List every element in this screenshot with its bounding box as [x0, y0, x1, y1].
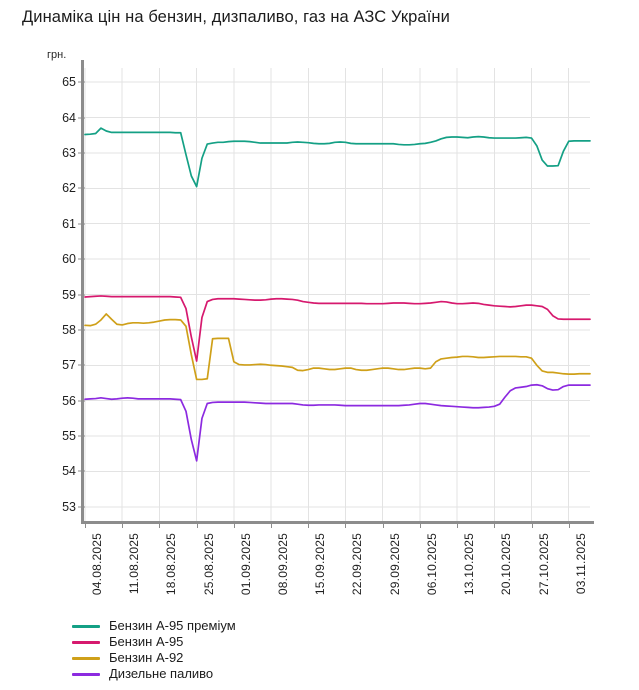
legend-color-swatch [72, 656, 100, 660]
x-axis-tick-mark [345, 521, 347, 528]
x-axis-tick-label: 18.08.2025 [164, 533, 179, 596]
legend-color-swatch [72, 624, 100, 628]
x-axis-tick-label: 29.09.2025 [387, 533, 402, 596]
legend-color-swatch [72, 640, 100, 644]
y-axis-tick-mark [78, 258, 85, 260]
series-line [84, 127, 591, 188]
x-axis-tick-label: 27.10.2025 [536, 533, 551, 596]
y-axis-tick-label: 56 [62, 393, 76, 408]
legend-item-label: Дизельне паливо [109, 666, 214, 681]
y-axis-tick-label: 62 [62, 181, 76, 196]
x-axis-tick-mark [233, 521, 235, 528]
y-axis-tick-label: 60 [62, 252, 76, 267]
x-axis-tick-label: 13.10.2025 [462, 533, 477, 596]
x-axis-tick-label: 22.09.2025 [350, 533, 365, 596]
y-axis-tick-mark [78, 329, 85, 331]
legend-item[interactable]: Бензин А-95 преміум [72, 618, 492, 634]
y-axis-tick-label: 58 [62, 322, 76, 337]
x-axis-tick-mark [419, 521, 421, 528]
y-axis-tick-mark [78, 506, 85, 508]
x-axis-tick-label: 15.09.2025 [313, 533, 328, 596]
y-axis-tick-label: 53 [62, 499, 76, 514]
x-axis-tick-label: 25.08.2025 [201, 533, 216, 596]
x-axis-tick-label: 01.09.2025 [238, 533, 253, 596]
legend-item[interactable]: Бензин А-92 [72, 650, 492, 666]
y-axis-tick-label: 61 [62, 216, 76, 231]
y-axis-tick-label: 54 [62, 464, 76, 479]
y-axis-tick-mark [78, 294, 85, 295]
y-axis-unit-label: грн. [47, 49, 67, 61]
y-axis-tick-labels: 53 54 55 56 57 58 59 60 61 62 63 64 65 [48, 0, 76, 690]
legend-item[interactable]: Бензин А-95 [72, 634, 492, 650]
legend-item-label: Бензин А-95 преміум [109, 618, 236, 633]
legend-item-label: Бензин А-95 [109, 634, 184, 649]
series-line [84, 295, 591, 362]
x-axis-tick-label: 06.10.2025 [424, 533, 439, 596]
x-axis-tick-mark [308, 521, 310, 528]
x-axis-tick-mark [568, 521, 570, 528]
y-axis-line [81, 60, 84, 524]
series-line [84, 313, 591, 381]
series-layer [84, 127, 591, 462]
x-axis-tick-mark [196, 521, 198, 528]
y-axis-tick-label: 57 [62, 358, 76, 373]
x-axis-tick-mark [159, 521, 161, 528]
x-axis-tick-label: 20.10.2025 [499, 533, 514, 596]
x-axis-tick-label: 03.11.2025 [573, 533, 588, 595]
y-axis-tick-mark [78, 470, 85, 472]
page-title: Динаміка цін на бензин, дизпаливо, газ н… [22, 8, 450, 26]
legend-item[interactable]: Дизельне паливо [72, 666, 492, 682]
series-line [84, 383, 591, 462]
y-axis-tick-mark [78, 81, 85, 83]
y-axis-tick-label: 64 [62, 110, 76, 125]
legend-item-label: Бензин А-92 [109, 650, 184, 665]
x-axis-tick-mark [457, 521, 459, 528]
x-axis-tick-mark [382, 521, 384, 528]
y-axis-tick-mark [78, 152, 85, 154]
x-axis-line [81, 521, 594, 524]
y-axis-tick-mark [78, 117, 85, 119]
y-axis-tick-mark [78, 435, 85, 437]
y-axis-tick-label: 55 [62, 429, 76, 444]
plot-svg [84, 68, 591, 521]
x-axis-tick-mark [271, 521, 273, 528]
x-axis-tick-label: 11.08.2025 [127, 533, 142, 595]
y-axis-tick-mark [78, 187, 85, 189]
x-axis-tick-label: 04.08.2025 [90, 533, 104, 596]
legend-color-swatch [72, 672, 100, 676]
x-axis-tick-label: 08.09.2025 [276, 533, 291, 596]
x-axis-tick-mark [85, 521, 86, 528]
y-axis-tick-label: 65 [62, 75, 76, 90]
x-axis-tick-mark [531, 521, 533, 528]
y-axis-tick-label: 59 [62, 287, 76, 302]
chart-legend: Бензин А-95 преміум Бензин А-95 Бензин А-9… [72, 618, 492, 682]
y-axis-tick-mark [78, 223, 85, 225]
y-axis-tick-mark [78, 400, 85, 402]
plot-area [84, 68, 591, 521]
x-axis-tick-mark [122, 521, 124, 528]
x-axis-tick-mark [494, 521, 496, 528]
y-axis-tick-label: 63 [62, 145, 76, 160]
grid-layer [84, 68, 590, 521]
y-axis-tick-mark [78, 364, 85, 366]
